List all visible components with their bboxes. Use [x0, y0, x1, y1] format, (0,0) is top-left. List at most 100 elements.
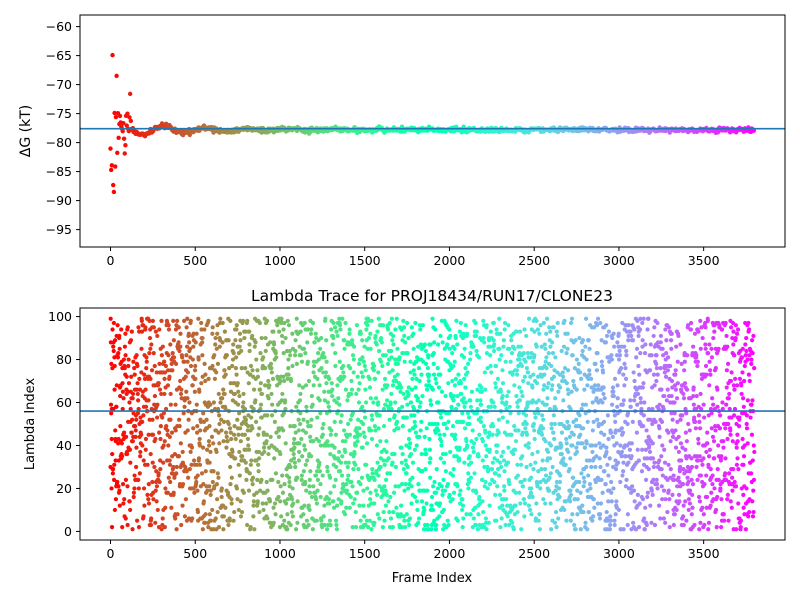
data-point: [682, 359, 687, 364]
data-point: [318, 346, 323, 351]
data-point: [589, 376, 594, 381]
data-point: [194, 479, 199, 485]
data-point: [282, 398, 288, 403]
data-point: [177, 417, 182, 422]
data-point: [587, 346, 592, 351]
data-point: [551, 374, 557, 379]
data-point: [372, 477, 377, 482]
data-point: [723, 471, 728, 476]
data-point: [393, 378, 399, 384]
data-point: [612, 344, 617, 349]
data-point: [324, 527, 330, 532]
data-point: [220, 340, 225, 345]
data-point: [313, 497, 319, 502]
data-point: [469, 460, 474, 465]
data-point: [491, 348, 497, 354]
data-point: [368, 497, 373, 502]
data-point: [568, 499, 573, 504]
data-point: [167, 462, 173, 467]
data-point: [111, 348, 116, 354]
data-point: [467, 479, 472, 485]
data-point: [685, 475, 690, 480]
data-point: [604, 449, 609, 455]
data-point: [395, 361, 401, 366]
data-point: [213, 335, 218, 341]
data-point: [450, 497, 455, 502]
data-point: [174, 527, 179, 532]
data-point: [671, 473, 676, 478]
data-point: [223, 406, 228, 412]
data-point: [683, 447, 688, 452]
data-point: [751, 443, 756, 448]
data-point: [439, 484, 444, 489]
data-point: [499, 464, 504, 470]
data-point: [505, 460, 511, 465]
data-point: [444, 426, 450, 431]
data-point: [196, 456, 202, 461]
data-point: [707, 359, 712, 364]
data-point: [163, 363, 169, 369]
data-point: [710, 396, 715, 401]
data-point: [233, 456, 238, 461]
data-point: [162, 359, 167, 364]
data-point: [641, 424, 646, 429]
data-point: [625, 512, 631, 517]
data-point: [268, 361, 274, 366]
data-point: [580, 338, 586, 343]
data-point: [458, 488, 463, 493]
data-point: [279, 316, 284, 321]
data-point: [338, 327, 343, 332]
data-point: [237, 344, 242, 349]
data-point: [130, 417, 135, 422]
data-point: [650, 441, 655, 446]
data-point: [704, 372, 709, 377]
data-point: [371, 368, 376, 373]
data-point: [671, 522, 676, 528]
data-point: [581, 509, 586, 515]
data-point: [500, 368, 505, 373]
data-point: [614, 499, 619, 504]
data-point: [730, 439, 735, 444]
data-point: [611, 389, 616, 394]
data-point: [743, 527, 748, 532]
data-point: [110, 52, 115, 58]
data-point: [148, 346, 153, 351]
data-point: [694, 353, 699, 358]
data-point: [117, 113, 123, 119]
data-point: [544, 355, 549, 360]
data-point: [295, 475, 300, 480]
data-point: [678, 342, 683, 347]
data-point: [347, 432, 353, 437]
data-point: [123, 353, 128, 358]
data-point: [447, 327, 452, 332]
data-point: [693, 426, 698, 431]
x-axis-label: Frame Index: [392, 571, 473, 586]
data-point: [489, 370, 494, 375]
data-point: [681, 514, 686, 519]
data-point: [392, 413, 397, 418]
data-point: [600, 490, 605, 495]
data-point: [193, 376, 198, 381]
data-point: [544, 366, 549, 371]
data-point: [539, 432, 545, 437]
data-point: [214, 449, 219, 455]
data-point: [442, 488, 448, 493]
data-point: [337, 316, 342, 321]
data-point: [734, 445, 739, 450]
data-point: [299, 436, 304, 442]
data-point: [581, 484, 586, 489]
data-point: [578, 370, 583, 375]
data-point: [177, 348, 182, 354]
data-point: [136, 325, 141, 330]
data-point: [652, 325, 657, 330]
data-point: [393, 327, 398, 332]
data-point: [562, 507, 567, 513]
data-point: [649, 520, 654, 525]
data-point: [224, 445, 229, 450]
data-point: [127, 115, 132, 120]
data-point: [501, 449, 506, 455]
data-point: [334, 527, 340, 532]
data-point: [202, 520, 208, 525]
data-point: [461, 419, 466, 424]
data-point: [582, 445, 588, 450]
